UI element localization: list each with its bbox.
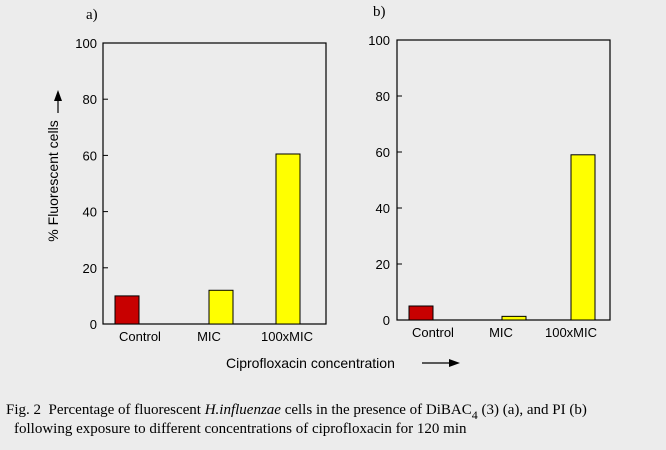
y-tick-label-b-60: 60 xyxy=(376,145,390,160)
category-label-a-mic: MIC xyxy=(197,329,221,344)
figure-caption: Fig. 2 Percentage of fluorescent H.influ… xyxy=(6,401,666,439)
x-axis-label: Ciprofloxacin concentration xyxy=(226,355,395,371)
y-tick-label-a-20: 20 xyxy=(83,261,97,276)
caption-subscript: 4 xyxy=(471,408,478,422)
y-tick-label-b-20: 20 xyxy=(376,257,390,272)
x-axis-arrow xyxy=(422,359,460,367)
bar-b-100xmic xyxy=(570,154,596,321)
y-axis-label: % Fluorescent cells xyxy=(45,120,61,241)
panel-label-b: b) xyxy=(373,4,386,20)
bar-a-control xyxy=(114,295,140,325)
bar-a-100xmic xyxy=(275,153,301,325)
category-label-a-control: Control xyxy=(119,329,161,344)
caption-line-2: following exposure to different concentr… xyxy=(14,421,467,437)
y-tick-label-b-80: 80 xyxy=(376,89,390,104)
y-tick-label-a-0: 0 xyxy=(90,317,97,332)
caption-fig-label: Fig. 2 xyxy=(6,402,42,418)
bar-a-mic xyxy=(208,289,234,325)
category-label-b-mic: MIC xyxy=(489,325,513,340)
y-axis-arrow xyxy=(54,90,62,113)
y-tick-label-a-80: 80 xyxy=(83,92,97,107)
category-label-a-100xmic: 100xMIC xyxy=(261,329,313,344)
y-tick-label-a-100: 100 xyxy=(75,36,97,51)
caption-line-1: Fig. 2 Percentage of fluorescent H.influ… xyxy=(6,401,666,422)
caption-organism: H.influenzae xyxy=(204,402,281,418)
panel-label-a: a) xyxy=(86,7,98,23)
category-label-b-100xmic: 100xMIC xyxy=(545,325,597,340)
caption-part-1: Percentage of fluorescent xyxy=(48,402,201,418)
chart-panel-a: a) 0 20 40 60 80 100 Control MIC 100xMIC xyxy=(75,7,327,344)
caption-part-3: (3) (a), and PI (b) xyxy=(481,402,587,418)
bar-b-mic xyxy=(501,315,527,321)
chart-panel-b: b) 0 20 40 60 80 100 Control MIC 100xMIC xyxy=(368,4,611,340)
bar-b-control xyxy=(408,305,434,321)
y-tick-label-a-40: 40 xyxy=(83,205,97,220)
y-tick-label-b-40: 40 xyxy=(376,201,390,216)
y-tick-label-a-60: 60 xyxy=(83,148,97,163)
caption-part-2: cells in the presence of DiBAC xyxy=(284,402,472,418)
y-tick-label-b-0: 0 xyxy=(383,313,390,328)
y-tick-label-b-100: 100 xyxy=(368,33,390,48)
category-label-b-control: Control xyxy=(412,325,454,340)
